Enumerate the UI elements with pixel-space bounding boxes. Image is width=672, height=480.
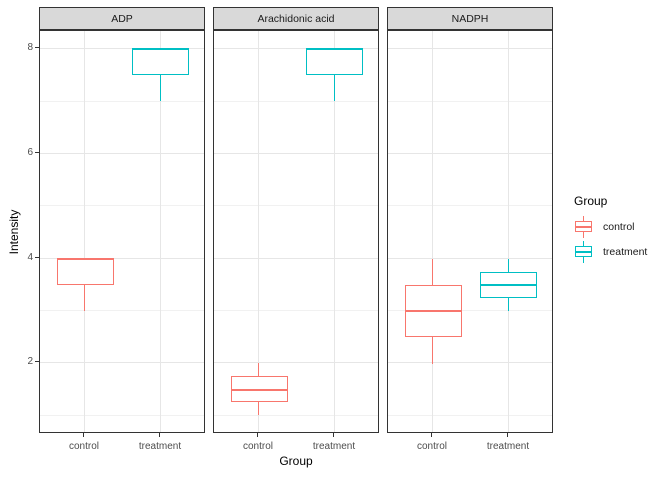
boxplot-median-line <box>306 48 363 50</box>
x-axis-tick <box>507 433 508 437</box>
gridline-minor <box>40 101 204 102</box>
gridline-major <box>40 258 204 259</box>
gridline-major <box>214 362 378 363</box>
boxplot-whisker <box>334 49 335 101</box>
x-axis-tick-label: control <box>68 441 99 452</box>
gridline-minor <box>214 205 378 206</box>
y-axis-tick <box>35 361 39 362</box>
boxplot-whisker <box>160 49 161 101</box>
boxplot-median-line <box>57 258 114 260</box>
y-axis-tick <box>35 152 39 153</box>
x-axis-title: Group <box>279 454 313 468</box>
facet-strip-label: NADPH <box>451 12 489 25</box>
glyph-median-line <box>575 251 592 253</box>
gridline-major <box>388 258 552 259</box>
legend-key-label: treatment <box>603 246 648 258</box>
legend-key-treatment: treatment <box>574 240 647 264</box>
x-axis-tick <box>431 433 432 437</box>
facet-strip-label: Arachidonic acid <box>257 12 335 25</box>
y-axis-tick <box>35 47 39 48</box>
x-axis-tick-label: treatment <box>138 441 182 452</box>
facet-strip: NADPH <box>387 7 553 30</box>
boxplot-glyph-icon <box>574 240 594 264</box>
gridline-vertical <box>160 31 161 432</box>
facet-strip: Arachidonic acid <box>213 7 379 30</box>
x-axis-tick <box>83 433 84 437</box>
gridline-minor <box>388 101 552 102</box>
x-axis-tick <box>159 433 160 437</box>
x-axis-tick-label: control <box>416 441 447 452</box>
gridline-vertical <box>508 31 509 432</box>
gridline-minor <box>40 205 204 206</box>
x-axis-tick <box>333 433 334 437</box>
gridline-minor <box>388 310 552 311</box>
y-axis-tick <box>35 257 39 258</box>
gridline-minor <box>388 415 552 416</box>
x-axis-tick-label: treatment <box>486 441 530 452</box>
boxplot-median-line <box>480 284 537 286</box>
gridline-major <box>388 48 552 49</box>
boxplot-box <box>306 49 363 75</box>
facet-panel <box>39 30 205 433</box>
gridline-vertical <box>258 31 259 432</box>
facet-panel <box>387 30 553 433</box>
gridline-vertical <box>84 31 85 432</box>
boxplot-median-line <box>231 389 288 391</box>
legend-key-control: control <box>574 215 647 239</box>
y-axis-tick-label: 4 <box>27 252 33 263</box>
y-axis-tick-label: 8 <box>27 42 33 53</box>
facet-strip-label: ADP <box>111 12 133 25</box>
gridline-major <box>40 362 204 363</box>
y-axis-tick-label: 2 <box>27 356 33 367</box>
glyph-median-line <box>575 226 592 228</box>
gridline-minor <box>214 310 378 311</box>
gridline-major <box>214 153 378 154</box>
gridline-minor <box>214 101 378 102</box>
x-axis-tick-label: treatment <box>312 441 356 452</box>
boxplot-glyph-icon <box>574 215 594 239</box>
gridline-major <box>388 153 552 154</box>
boxplot-median-line <box>132 48 189 50</box>
gridline-minor <box>40 310 204 311</box>
legend-title: Group <box>574 194 608 208</box>
gridline-major <box>388 362 552 363</box>
boxplot-median-line <box>405 310 462 312</box>
gridline-major <box>214 258 378 259</box>
y-axis-tick-label: 6 <box>27 147 33 158</box>
facet-strip: ADP <box>39 7 205 30</box>
boxplot-whisker <box>84 259 85 311</box>
legend-key-label: control <box>603 221 635 233</box>
gridline-minor <box>40 415 204 416</box>
boxplot-box <box>132 49 189 75</box>
gridline-vertical <box>432 31 433 432</box>
y-axis-title: Intensity <box>7 209 21 255</box>
legend: Group control treatment <box>574 194 647 265</box>
x-axis-tick-label: control <box>242 441 273 452</box>
gridline-minor <box>214 415 378 416</box>
x-axis-tick <box>257 433 258 437</box>
gridline-vertical <box>334 31 335 432</box>
gridline-major <box>40 48 204 49</box>
facet-panel <box>213 30 379 433</box>
gridline-major <box>40 153 204 154</box>
gridline-major <box>214 48 378 49</box>
gridline-minor <box>388 205 552 206</box>
boxplot-box <box>57 259 114 285</box>
